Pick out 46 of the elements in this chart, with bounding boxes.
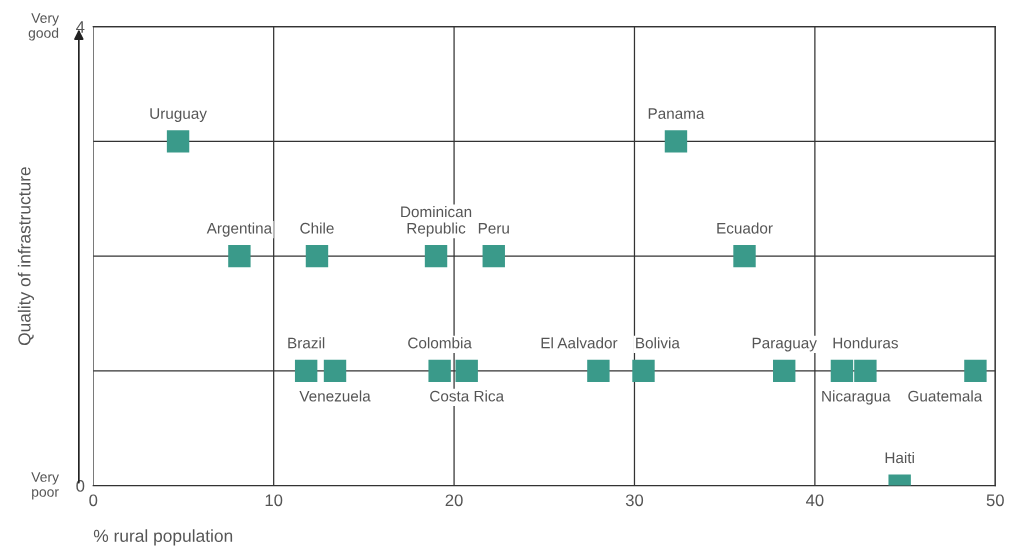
x-tick-label: 0 bbox=[89, 494, 98, 507]
annotation: Bolivia bbox=[636, 337, 680, 349]
annotation: Guatemala bbox=[908, 390, 983, 402]
point bbox=[587, 359, 610, 383]
annotation: Ecuador bbox=[717, 222, 773, 234]
x-tick-label: 20 bbox=[445, 494, 463, 507]
annotation: El Aalvador bbox=[541, 337, 618, 349]
annotation: Venezuela bbox=[299, 390, 371, 402]
point bbox=[773, 359, 796, 383]
point bbox=[964, 359, 987, 383]
annotation: Costa Rica bbox=[430, 390, 505, 402]
point bbox=[166, 130, 190, 153]
annotation: Chile bbox=[300, 222, 334, 234]
point bbox=[424, 244, 448, 268]
annotation: Colombia bbox=[408, 337, 472, 349]
annotation: Dominican Republic bbox=[401, 205, 472, 237]
annotation: Nicaragua bbox=[822, 390, 891, 405]
point bbox=[323, 359, 347, 383]
annotation: Brazil bbox=[288, 337, 325, 349]
annotation: Honduras bbox=[833, 337, 898, 349]
x-tick-label: 50 bbox=[986, 494, 1004, 507]
annotation: Argentina bbox=[206, 222, 273, 237]
annotation: Panama bbox=[648, 108, 705, 119]
text: Very good bbox=[28, 13, 59, 41]
point bbox=[733, 244, 756, 268]
y-axis-title: Quality of infrastructure bbox=[17, 167, 35, 346]
x-tick-label: 10 bbox=[265, 494, 283, 507]
x-axis-title: % rural population bbox=[93, 529, 233, 546]
point bbox=[664, 130, 688, 153]
annotation: Haiti bbox=[885, 451, 914, 464]
text: Very poor bbox=[31, 472, 59, 500]
point bbox=[854, 359, 877, 383]
annotation: Peru bbox=[478, 223, 509, 234]
point bbox=[305, 244, 329, 268]
point bbox=[482, 244, 505, 268]
point bbox=[294, 359, 318, 383]
y-tick-label: 4 bbox=[76, 21, 85, 33]
annotation: Uruguay bbox=[150, 108, 207, 122]
x-tick-label: 30 bbox=[625, 494, 644, 507]
annotation: Paraguay bbox=[752, 337, 817, 352]
point bbox=[228, 244, 251, 268]
point bbox=[830, 359, 854, 383]
x-tick-label: 40 bbox=[805, 494, 824, 507]
point bbox=[455, 359, 478, 383]
point bbox=[428, 359, 451, 383]
point bbox=[632, 359, 655, 383]
